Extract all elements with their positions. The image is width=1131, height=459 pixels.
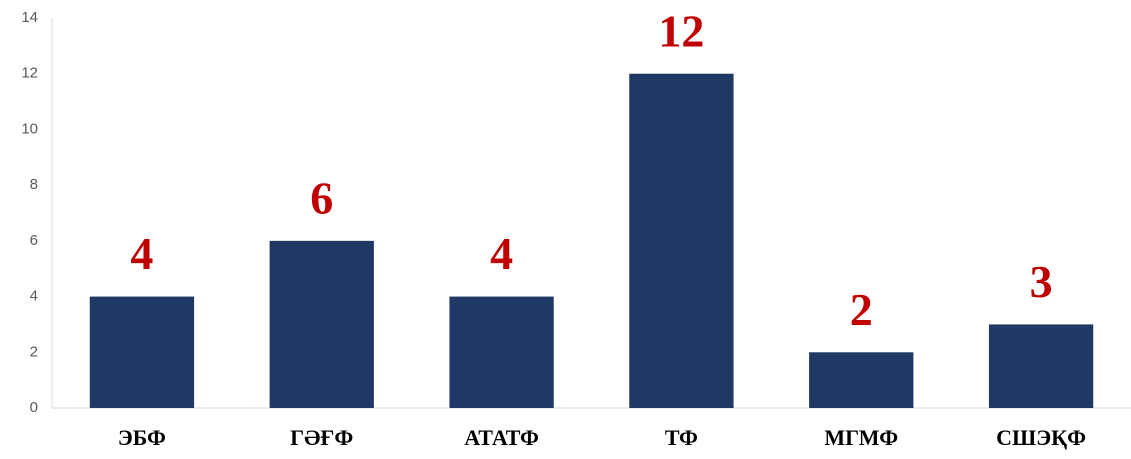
y-tick-label: 2 <box>30 343 38 360</box>
bar <box>988 324 1094 408</box>
value-label: 6 <box>310 172 333 223</box>
x-tick-label: ЭБФ <box>118 425 166 450</box>
y-tick-label: 12 <box>21 65 38 82</box>
x-tick-label: ГӘҒФ <box>290 425 353 450</box>
bar <box>629 73 734 408</box>
y-tick-label: 10 <box>21 120 38 137</box>
x-tick-label: ТФ <box>665 425 698 450</box>
x-tick-label: АТАТФ <box>464 425 539 450</box>
x-tick-label: СШЭҚФ <box>996 425 1086 450</box>
bar <box>809 352 914 408</box>
value-label: 4 <box>130 228 153 279</box>
value-label: 3 <box>1030 256 1053 307</box>
bar <box>89 296 195 408</box>
y-tick-label: 8 <box>30 176 38 193</box>
y-tick-label: 6 <box>30 232 38 249</box>
x-tick-label: МГМФ <box>824 425 898 450</box>
value-label: 2 <box>850 284 873 335</box>
y-tick-label: 0 <box>30 399 38 416</box>
value-label: 4 <box>490 228 513 279</box>
y-tick-label: 4 <box>30 288 38 305</box>
value-label: 12 <box>658 5 704 56</box>
y-tick-label: 14 <box>21 9 38 26</box>
bar <box>449 296 554 408</box>
bar <box>269 240 374 408</box>
